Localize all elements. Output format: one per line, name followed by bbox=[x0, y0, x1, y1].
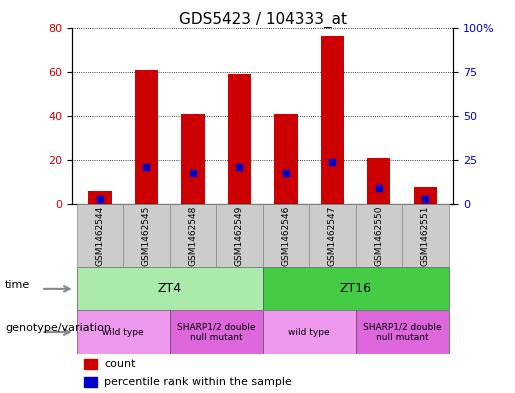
Text: GSM1462550: GSM1462550 bbox=[374, 206, 383, 266]
Text: time: time bbox=[5, 280, 30, 290]
Bar bbox=[170, 310, 263, 354]
Bar bbox=[402, 204, 449, 267]
Bar bbox=[89, 191, 112, 204]
Text: GSM1462548: GSM1462548 bbox=[188, 206, 197, 266]
Text: SHARP1/2 double
null mutant: SHARP1/2 double null mutant bbox=[177, 322, 255, 342]
Bar bbox=[181, 114, 204, 204]
Bar bbox=[355, 310, 449, 354]
Bar bbox=[355, 204, 402, 267]
Bar bbox=[367, 158, 390, 204]
Text: SHARP1/2 double
null mutant: SHARP1/2 double null mutant bbox=[363, 322, 441, 342]
Bar bbox=[274, 114, 298, 204]
Text: genotype/variation: genotype/variation bbox=[5, 323, 111, 333]
Text: ZT16: ZT16 bbox=[339, 282, 372, 296]
Bar bbox=[263, 310, 355, 354]
Bar bbox=[83, 377, 97, 387]
Bar bbox=[216, 204, 263, 267]
Text: GSM1462544: GSM1462544 bbox=[95, 206, 105, 266]
Bar bbox=[77, 310, 170, 354]
Text: GSM1462545: GSM1462545 bbox=[142, 206, 151, 266]
Text: count: count bbox=[105, 358, 136, 369]
Text: wild type: wild type bbox=[102, 328, 144, 336]
Bar bbox=[83, 359, 97, 369]
Bar bbox=[321, 36, 344, 204]
Text: GSM1462551: GSM1462551 bbox=[421, 206, 430, 266]
Bar bbox=[135, 70, 158, 204]
Bar bbox=[309, 204, 355, 267]
Text: ZT4: ZT4 bbox=[158, 282, 182, 296]
Bar bbox=[77, 267, 263, 310]
Bar bbox=[263, 204, 309, 267]
Bar bbox=[123, 204, 170, 267]
Text: wild type: wild type bbox=[288, 328, 330, 336]
Text: GSM1462549: GSM1462549 bbox=[235, 206, 244, 266]
Title: GDS5423 / 104333_at: GDS5423 / 104333_at bbox=[179, 11, 347, 28]
Bar bbox=[263, 267, 449, 310]
Bar bbox=[77, 204, 123, 267]
Bar bbox=[170, 204, 216, 267]
Bar bbox=[414, 187, 437, 204]
Text: percentile rank within the sample: percentile rank within the sample bbox=[105, 377, 293, 387]
Text: GSM1462546: GSM1462546 bbox=[281, 206, 290, 266]
Bar bbox=[228, 74, 251, 204]
Text: GSM1462547: GSM1462547 bbox=[328, 206, 337, 266]
